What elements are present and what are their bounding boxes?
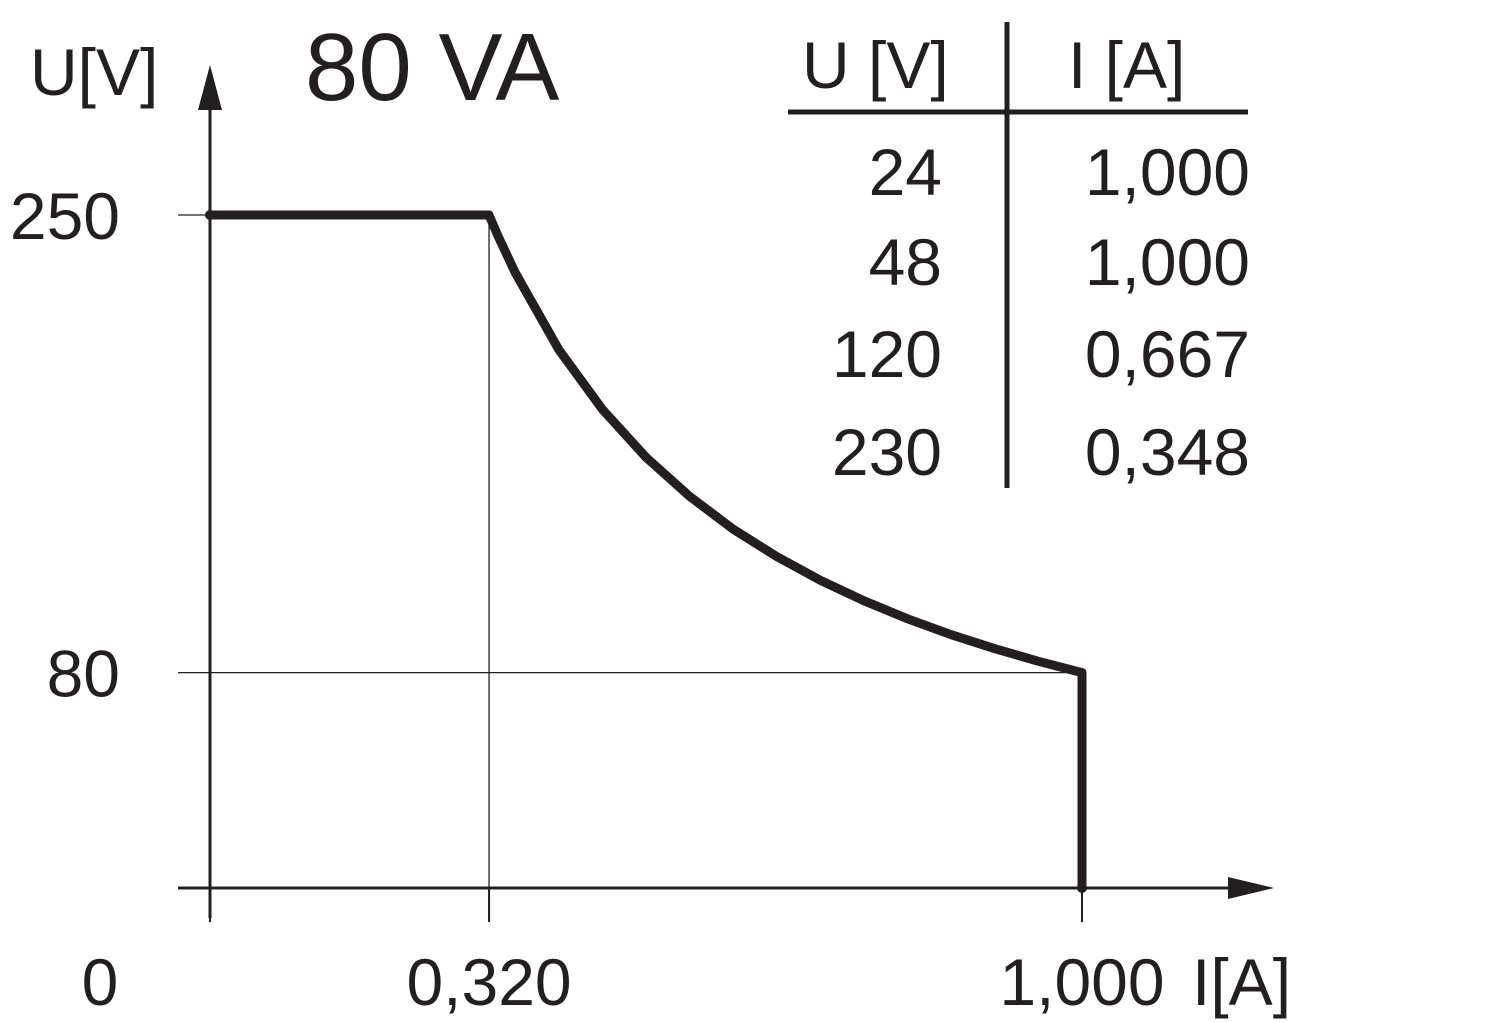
axis-ticks: 250 80 0 0,320 1,000 bbox=[10, 179, 1165, 1019]
y-axis-label: U[V] bbox=[30, 35, 158, 109]
curve-start-point bbox=[205, 210, 215, 220]
y-axis-arrowhead bbox=[198, 65, 222, 110]
table-cell: 1,000 bbox=[1085, 225, 1250, 299]
table-cell: 48 bbox=[869, 225, 942, 299]
table-cell: 1,000 bbox=[1085, 135, 1250, 209]
y-tick-label-250: 250 bbox=[10, 179, 120, 253]
reference-lines bbox=[178, 214, 1082, 920]
x-axis-arrowhead bbox=[1228, 877, 1274, 899]
value-table: U [V] I [A] 24 1,000 48 1,000 120 0,667 230 0,348 bbox=[788, 22, 1250, 489]
table-cell: 120 bbox=[832, 317, 942, 391]
x-tick-label: 1,000 bbox=[999, 945, 1164, 1019]
table-header-0: U [V] bbox=[802, 28, 949, 102]
x-tick-label: 0,320 bbox=[406, 945, 571, 1019]
y-tick-label-80: 80 bbox=[47, 637, 120, 711]
table-header-1: I [A] bbox=[1068, 28, 1185, 102]
table-cell: 0,348 bbox=[1085, 415, 1250, 489]
chart-title: 80 VA bbox=[305, 14, 559, 121]
power-limit-curve bbox=[205, 210, 1087, 893]
curve-end-point bbox=[1077, 883, 1087, 893]
axes bbox=[178, 65, 1274, 918]
table-cell: 0,667 bbox=[1085, 317, 1250, 391]
table-cell: 230 bbox=[832, 415, 942, 489]
x-tick-label: 0 bbox=[82, 945, 119, 1019]
curve-layer bbox=[205, 210, 1087, 893]
x-axis-label: I[A] bbox=[1192, 945, 1291, 1019]
table-cell: 24 bbox=[869, 135, 942, 209]
